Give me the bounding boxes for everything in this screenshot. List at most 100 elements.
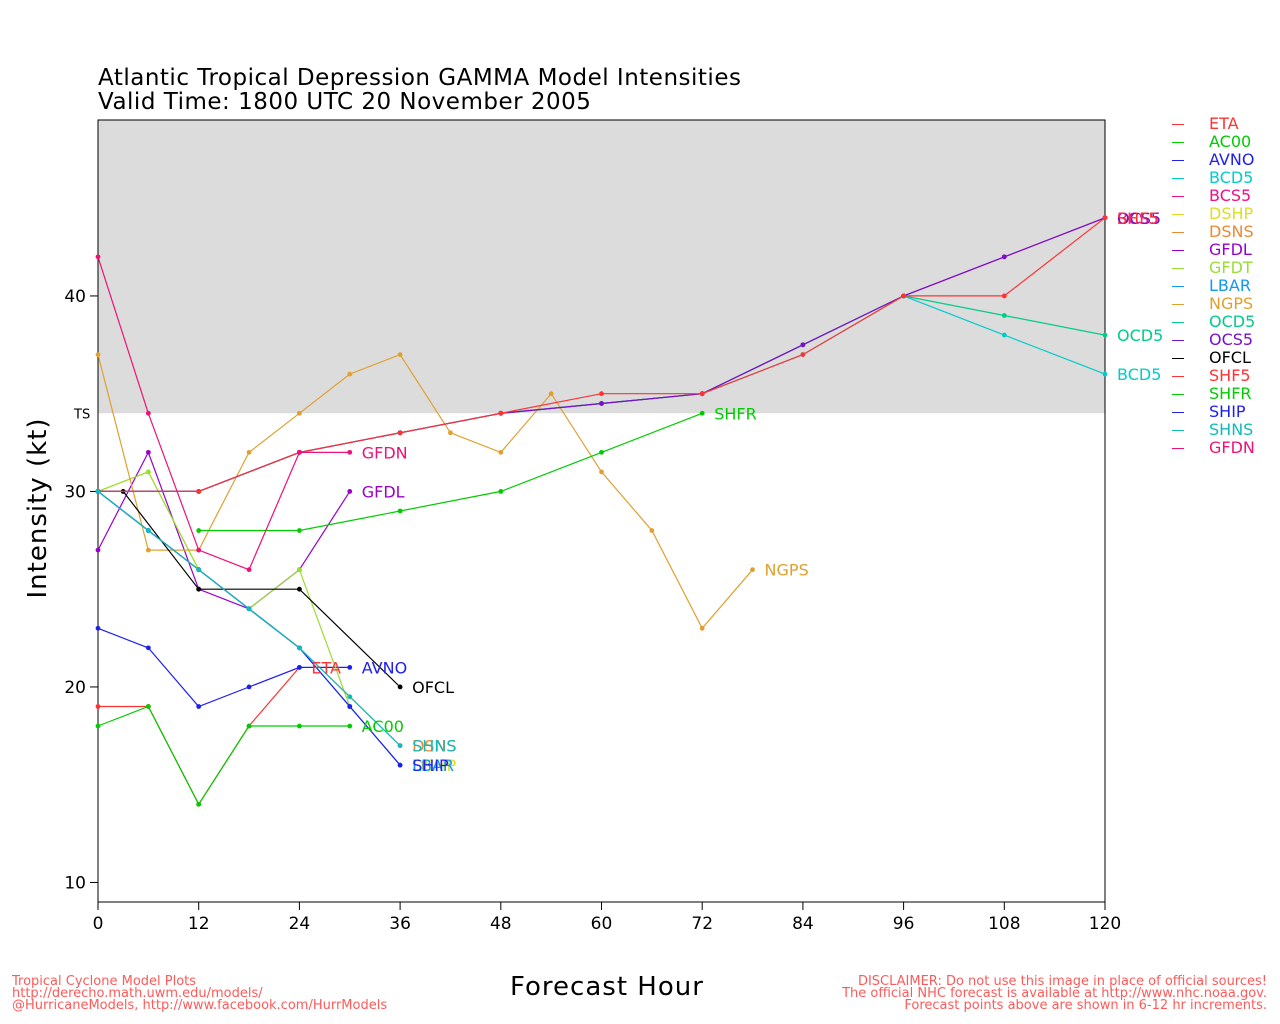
data-point-avno <box>246 684 252 690</box>
data-point-gfdn <box>347 449 353 455</box>
data-point-gfdl <box>95 547 101 553</box>
series-line-shfr <box>198 412 703 532</box>
legend-label: OCD5 <box>1209 312 1256 331</box>
data-point-bcd5 <box>1001 332 1007 338</box>
legend-label: DSHP <box>1209 204 1254 223</box>
series-line-ac00 <box>97 705 350 806</box>
legend-item-shfr: SHFR <box>1172 385 1255 403</box>
legend-label: AC00 <box>1209 132 1252 151</box>
legend-swatch <box>1172 447 1184 449</box>
legend-item-shf5: SHF5 <box>1172 367 1255 385</box>
disclaimer-line-3: Forecast points above are shown in 6-12 … <box>904 998 1267 1013</box>
series-line-gfdl <box>97 450 351 610</box>
data-point-ac00 <box>95 723 101 729</box>
data-point-gfdt <box>297 567 302 573</box>
data-point-shfr <box>599 449 604 455</box>
y-tick-label: 20 <box>64 678 86 698</box>
data-point-shf5 <box>699 391 705 397</box>
legend-label: OCS5 <box>1209 330 1254 349</box>
data-point-gfdl <box>347 489 353 494</box>
data-point-eta <box>95 704 101 709</box>
data-point-avno <box>196 704 202 709</box>
legend-swatch <box>1172 321 1184 323</box>
x-tick-label: 108 <box>988 914 1020 934</box>
x-tick-label: 0 <box>93 914 104 934</box>
legend: ETA AC00 AVNO BCD5 BCS5 DSHP DSNS GFDL GFDT LBAR N… <box>1172 115 1255 457</box>
data-point-shns <box>95 489 101 494</box>
data-point-shf5 <box>800 352 806 357</box>
legend-label: BCD5 <box>1209 168 1254 187</box>
x-tick-label: 120 <box>1089 914 1121 934</box>
x-tick-label: 84 <box>792 914 814 934</box>
data-point-avno <box>347 665 353 670</box>
x-tick-label: 48 <box>490 914 512 934</box>
data-point-ngps <box>699 625 705 631</box>
legend-label: SHF5 <box>1209 366 1251 385</box>
legend-item-eta: ETA <box>1172 115 1255 133</box>
y-tick-label: 30 <box>64 482 86 502</box>
end-label-bcs5: BCS5 <box>1117 209 1159 228</box>
footer-credit-url: http://derecho.math.uwm.edu/models/ <box>12 986 263 1001</box>
data-point-shf5 <box>1001 293 1007 299</box>
end-label-gfdl: GFDL <box>362 482 405 501</box>
data-point-avno <box>145 645 151 651</box>
legend-label: BCS5 <box>1209 186 1252 205</box>
legend-label: GFDN <box>1209 438 1255 457</box>
legend-swatch <box>1172 393 1184 395</box>
legend-label: NGPS <box>1209 294 1254 313</box>
data-point-ac00 <box>196 801 202 807</box>
data-point-shfr <box>498 489 504 494</box>
x-tick-label: 96 <box>893 914 915 934</box>
y-axis-label: Intensity (kt) <box>23 417 53 599</box>
end-label-ship: SHIP <box>412 756 449 775</box>
chart-title-block: Atlantic Tropical Depression GAMMA Model… <box>98 66 741 114</box>
legend-label: OFCL <box>1209 348 1251 367</box>
y-tick-label: 10 <box>64 873 86 893</box>
end-label-ocd5: OCD5 <box>1117 326 1163 345</box>
legend-item-ship: SHIP <box>1172 403 1255 421</box>
x-tick-label: 72 <box>691 914 713 934</box>
legend-swatch <box>1172 213 1184 215</box>
data-point-shf5 <box>1102 215 1108 221</box>
legend-item-bcd5: BCD5 <box>1172 169 1255 187</box>
end-label-ocs5: OCS5 <box>1117 209 1161 228</box>
legend-label: GFDL <box>1209 240 1252 259</box>
legend-label: SHNS <box>1209 420 1254 439</box>
data-point-ofcl <box>297 586 302 592</box>
series-line-ngps <box>97 353 754 630</box>
legend-swatch <box>1172 177 1184 179</box>
series-line-gfdn <box>97 256 350 571</box>
data-point-ship <box>347 704 353 709</box>
data-point-shns <box>297 645 302 651</box>
legend-swatch <box>1172 231 1184 233</box>
legend-label: SHFR <box>1209 384 1252 403</box>
legend-swatch <box>1172 195 1184 197</box>
data-point-shns <box>145 528 151 533</box>
series-line-dshp <box>97 471 401 766</box>
data-point-shf5 <box>599 391 604 397</box>
data-point-shns <box>246 606 252 612</box>
data-point-ac00 <box>246 723 252 729</box>
data-point-shf5 <box>498 410 504 416</box>
data-point-ngps <box>397 352 403 357</box>
end-label-eta: ETA <box>311 658 341 677</box>
legend-swatch <box>1172 159 1184 161</box>
legend-item-ac00: AC00 <box>1172 133 1255 151</box>
chart-subtitle: Valid Time: 1800 UTC 20 November 2005 <box>98 89 592 115</box>
legend-label: SHIP <box>1209 402 1246 421</box>
legend-swatch <box>1172 123 1184 125</box>
data-point-ocd5 <box>1001 313 1007 318</box>
disclaimer-line-1: DISCLAIMER: Do not use this image in pla… <box>857 974 1267 989</box>
disclaimer-line-2: The official NHC forecast is available a… <box>842 986 1267 1001</box>
data-point-shf5 <box>901 293 906 299</box>
data-point-gfdn <box>246 567 252 573</box>
data-point-gfdn <box>95 254 101 260</box>
data-point-ngps <box>750 567 755 573</box>
legend-item-avno: AVNO <box>1172 151 1255 169</box>
data-point-ocd5 <box>1102 332 1108 338</box>
data-point-ngps <box>246 449 252 455</box>
data-point-gfdn <box>145 410 151 416</box>
legend-item-dshp: DSHP <box>1172 205 1255 223</box>
ts-threshold-label: TS <box>73 407 90 422</box>
data-point-ac00 <box>297 723 302 729</box>
